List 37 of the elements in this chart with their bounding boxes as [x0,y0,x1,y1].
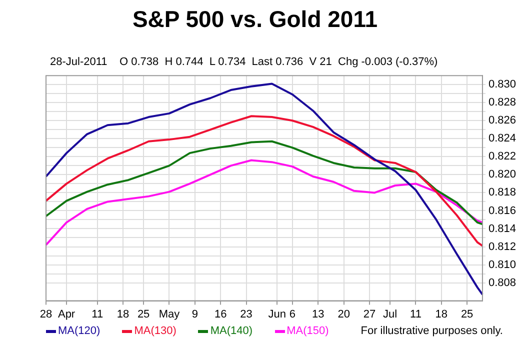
legend-label: MA(150) [286,325,329,337]
chart-subtitle: 28-Jul-2011 O 0.738 H 0.744 L 0.734 Last 0.736 V 21 Chg -0.003 (-0.37%) [50,56,438,68]
x-tick-label: 25 [460,308,474,320]
y-tick-label: 0.814 [488,222,516,235]
text: For illustrative purposes only. [360,325,503,337]
x-tick-label: Apr [58,308,76,320]
chart-title: S&P 500 vs. Gold 2011 [131,6,379,33]
y-tick-label: 0.830 [488,78,516,91]
y-tick-label: 0.816 [488,204,516,217]
legend-label: MA(130) [134,325,176,337]
x-tick-label: 11 [92,308,104,320]
y-tick-label: 0.824 [488,132,516,145]
x-tick-label: 18 [116,308,130,320]
y-tick-label: 0.820 [488,168,516,181]
x-tick-label: 11 [410,308,422,320]
x-tick-label: 28 [40,308,52,320]
x-tick-label: Jul [383,308,398,320]
x-tick-label: 20 [338,308,350,320]
y-tick-label: 0.826 [488,114,516,127]
x-tick-label: 6 [289,308,296,320]
x-tick-label: 18 [435,308,448,320]
x-tick-label: May [158,308,180,320]
legend-label: MA(140) [210,325,253,337]
x-tick-label: 16 [214,308,227,320]
x-tick-label: 23 [240,308,252,320]
y-tick-label: 0.818 [488,186,516,199]
y-tick-label: 0.812 [488,240,516,253]
legend-label: MA(120) [58,325,100,337]
y-tick-label: 0.810 [488,258,516,271]
y-tick-label: 0.828 [488,96,516,109]
y-tick-label: 0.822 [488,150,516,163]
x-tick-label: 27 [363,308,376,320]
y-tick-label: 0.808 [488,276,516,289]
x-tick-label: 25 [137,308,150,320]
x-tick-label: Jun [268,308,286,320]
x-tick-label: 9 [192,308,198,320]
x-tick-label: 13 [312,308,324,320]
